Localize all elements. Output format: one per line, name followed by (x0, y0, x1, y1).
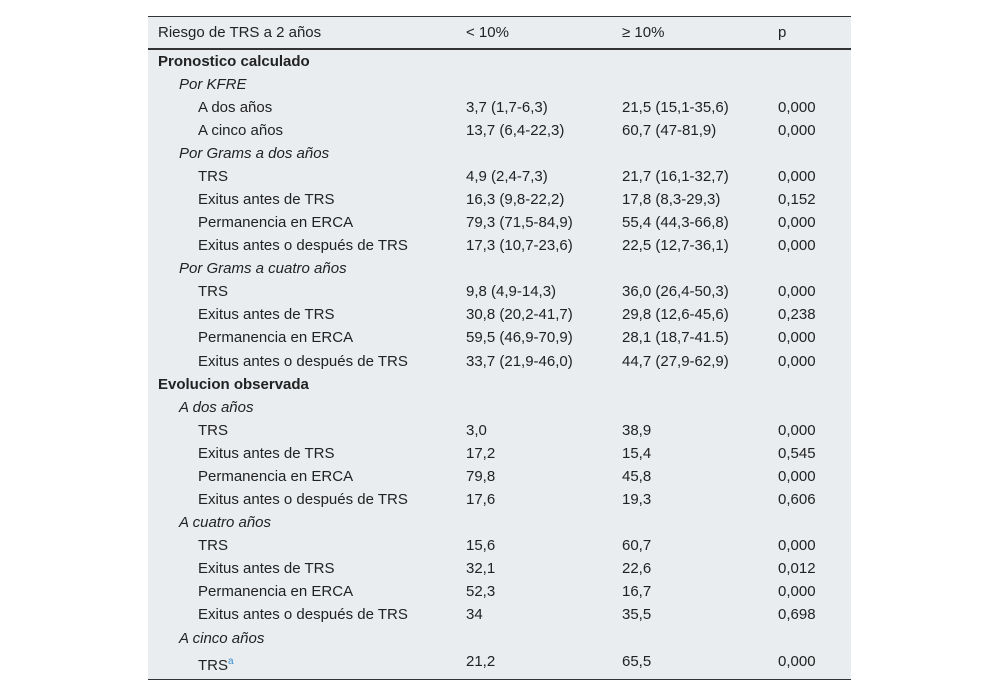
cell: 13,7 (6,4-22,3) (466, 121, 565, 139)
cell: 38,9 (622, 421, 652, 439)
cell: 0,000 (778, 237, 816, 255)
cell: 79,8 (466, 467, 496, 485)
row-label: A cinco años (198, 121, 284, 139)
cell: 21,2 (466, 652, 496, 670)
cell: 0,698 (778, 606, 816, 624)
cell: 0,000 (778, 583, 816, 601)
row-label: Exitus antes de TRS (198, 190, 335, 208)
cell: 21,5 (15,1-35,6) (622, 98, 729, 116)
cell: 35,5 (622, 606, 652, 624)
cell: 22,6 (622, 560, 652, 578)
row-label: Exitus antes o después de TRS (198, 237, 408, 255)
table: Riesgo de TRS a 2 años < 10% ≥ 10% p Pronost… (148, 16, 851, 680)
cell: 30,8 (20,2-41,7) (466, 306, 573, 324)
cell: 9,8 (4,9-14,3) (466, 283, 557, 301)
cell: 32,1 (466, 560, 496, 578)
row-label: Permanencia en ERCA (198, 214, 354, 232)
group-title: Por Grams a dos años (179, 144, 330, 162)
cell: 65,5 (622, 652, 652, 670)
cell: 4,9 (2,4-7,3) (466, 167, 548, 185)
cell: 16,3 (9,8-22,2) (466, 190, 565, 208)
group-title: A cinco años (179, 629, 265, 647)
cell: 15,4 (622, 444, 652, 462)
cell: 17,8 (8,3-29,3) (622, 190, 721, 208)
cell: 36,0 (26,4-50,3) (622, 283, 729, 301)
cell: 17,3 (10,7-23,6) (466, 237, 573, 255)
cell: 60,7 (622, 537, 652, 555)
cell: 0,000 (778, 537, 816, 555)
row-label: Exitus antes de TRS (198, 306, 335, 324)
cell: 45,8 (622, 467, 652, 485)
section-title: Pronostico calculado (158, 52, 310, 70)
cell: 0,000 (778, 652, 816, 670)
cell: 55,4 (44,3-66,8) (622, 214, 729, 232)
cell: 0,238 (778, 306, 816, 324)
header-cell: p (778, 23, 787, 41)
row-label: Exitus antes o después de TRS (198, 352, 408, 370)
row-label: TRS (198, 537, 228, 555)
row-label: A dos años (198, 98, 273, 116)
cell: 60,7 (47-81,9) (622, 121, 717, 139)
cell: 0,000 (778, 121, 816, 139)
row-label: Permanencia en ERCA (198, 467, 354, 485)
group-title: A cuatro años (179, 514, 271, 532)
row-label: Exitus antes de TRS (198, 560, 335, 578)
cell: 0,000 (778, 352, 816, 370)
cell: 0,545 (778, 444, 816, 462)
cell: 15,6 (466, 537, 496, 555)
row-label: Exitus antes o después de TRS (198, 606, 408, 624)
cell: 34 (466, 606, 483, 624)
cell: 3,7 (1,7-6,3) (466, 98, 548, 116)
row-label: TRS (198, 283, 228, 301)
header-cell: ≥ 10% (622, 23, 665, 41)
row-label: TRS (198, 167, 228, 185)
row-label: TRSa (198, 655, 234, 674)
row-label: Permanencia en ERCA (198, 583, 354, 601)
cell: 16,7 (622, 583, 652, 601)
footnote-marker: a (228, 655, 234, 667)
row-label: Permanencia en ERCA (198, 329, 354, 347)
cell: 17,2 (466, 444, 496, 462)
cell: 19,3 (622, 491, 652, 509)
cell: 0,000 (778, 167, 816, 185)
cell: 28,1 (18,7-41.5) (622, 329, 729, 347)
group-title: Por KFRE (179, 75, 247, 93)
cell: 0,000 (778, 421, 816, 439)
row-label: Exitus antes o después de TRS (198, 491, 408, 509)
cell: 0,000 (778, 214, 816, 232)
section-title: Evolucion observada (158, 375, 309, 393)
cell: 0,000 (778, 329, 816, 347)
cell: 17,6 (466, 491, 496, 509)
cell: 0,000 (778, 98, 816, 116)
header-rule (148, 48, 851, 50)
group-title: A dos años (179, 398, 254, 416)
cell: 22,5 (12,7-36,1) (622, 237, 729, 255)
cell: 29,8 (12,6-45,6) (622, 306, 729, 324)
cell: 21,7 (16,1-32,7) (622, 167, 729, 185)
cell: 33,7 (21,9-46,0) (466, 352, 573, 370)
cell: 0,000 (778, 467, 816, 485)
cell: 0,012 (778, 560, 816, 578)
cell: 44,7 (27,9-62,9) (622, 352, 729, 370)
group-title: Por Grams a cuatro años (179, 260, 347, 278)
cell: 3,0 (466, 421, 487, 439)
cell: 0,152 (778, 190, 816, 208)
cell: 52,3 (466, 583, 496, 601)
header-cell: Riesgo de TRS a 2 años (158, 23, 322, 41)
cell: 79,3 (71,5-84,9) (466, 214, 573, 232)
cell: 59,5 (46,9-70,9) (466, 329, 573, 347)
header-cell: < 10% (466, 23, 509, 41)
row-label: TRS (198, 421, 228, 439)
cell: 0,606 (778, 491, 816, 509)
row-label: Exitus antes de TRS (198, 444, 335, 462)
cell: 0,000 (778, 283, 816, 301)
